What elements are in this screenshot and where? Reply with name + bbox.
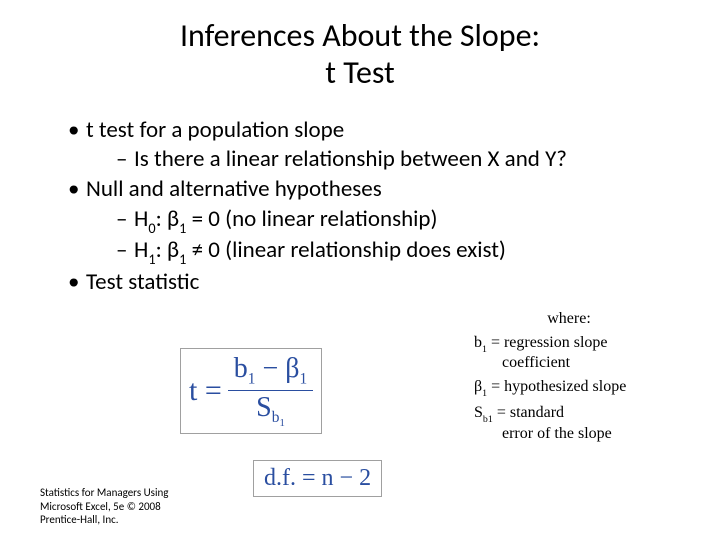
formula-t-statistic: t = b1 − β1 Sb1 — [180, 348, 322, 434]
defn-beta1: β1 = hypothesized slope — [474, 378, 664, 398]
where-label: where: — [474, 310, 664, 328]
slide-footer: Statistics for Managers Using Microsoft … — [40, 486, 200, 526]
bullet-1a: Is there a linear relationship between X… — [116, 145, 680, 175]
where-definitions: where: b1 = regression slope coefficient… — [474, 310, 664, 449]
slide-title: Inferences About the Slope: t Test — [40, 18, 680, 92]
bullet-2-text: Null and alternative hypotheses — [86, 175, 382, 203]
formula-degrees-freedom: d.f. = n − 2 — [253, 460, 382, 497]
title-line-2: t Test — [325, 53, 395, 92]
defn-b1: b1 = regression slope coefficient — [474, 334, 664, 372]
formula-t-eq: t = — [189, 374, 222, 408]
defn-sb1: Sb1 = standard error of the slope — [474, 404, 664, 442]
bullet-2: Null and alternative hypotheses H0: β1 =… — [68, 175, 680, 267]
bullet-2a: H0: β1 = 0 (no linear relationship) — [116, 205, 680, 236]
bullet-2b: H1: β1 ≠ 0 (linear relationship does exi… — [116, 236, 680, 267]
bullet-3: Test statistic — [68, 268, 680, 298]
bullet-1-text: t test for a population slope — [86, 116, 344, 144]
formula-numerator: b1 − β1 — [228, 353, 313, 391]
formula-denominator: Sb1 — [256, 391, 285, 430]
title-line-1: Inferences About the Slope: — [180, 16, 540, 55]
slide-body: t test for a population slope Is there a… — [40, 116, 680, 298]
bullet-1: t test for a population slope Is there a… — [68, 116, 680, 176]
